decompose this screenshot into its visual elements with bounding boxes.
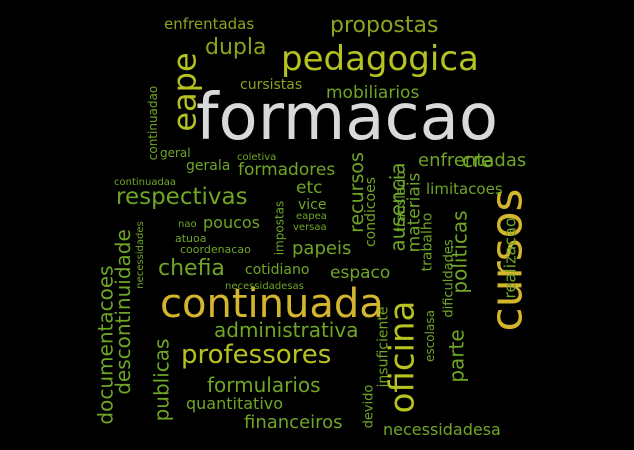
word-insuficiente: insuficiente bbox=[375, 306, 392, 388]
word-mobiliarios: mobiliarios bbox=[326, 83, 420, 103]
word-escolasa: escolasa bbox=[422, 310, 437, 362]
word-papeis: papeis bbox=[292, 238, 352, 259]
word-condicoes: condicoes bbox=[363, 176, 380, 248]
word-professores: professores bbox=[181, 340, 332, 370]
word-enfrentadas: enfrentadas bbox=[164, 15, 255, 33]
word-translado: translado bbox=[394, 170, 410, 233]
word-continuadao: continuadao bbox=[146, 85, 161, 161]
word-eapea: eapea bbox=[296, 211, 327, 222]
word-etc: etc bbox=[296, 178, 323, 198]
word-atas: enfrentadas bbox=[418, 150, 527, 171]
word-formularios: formularios bbox=[207, 373, 321, 397]
word-trabalho: trabalho bbox=[419, 212, 436, 272]
word-gerala: gerala bbox=[186, 158, 231, 174]
word-continuada: continuada bbox=[160, 281, 384, 327]
word-administrativa: administrativa bbox=[214, 318, 359, 342]
word-necessidadesas: necessidadesas bbox=[225, 281, 304, 292]
word-eape: eape bbox=[165, 52, 204, 132]
word-limitacoes: limitacoes bbox=[426, 180, 503, 198]
word-nao: nao bbox=[178, 219, 197, 230]
word-coordenacao: coordenacao bbox=[180, 243, 251, 256]
word-financeiros: financeiros bbox=[244, 412, 343, 433]
word-propostas: propostas bbox=[330, 13, 439, 38]
word-coletiva: coletiva bbox=[237, 152, 277, 163]
word-espaco: espaco bbox=[330, 263, 391, 283]
word-atuoa: atuoa bbox=[175, 232, 207, 245]
word-parte: parte bbox=[444, 329, 469, 383]
word-geral: geral bbox=[160, 146, 191, 160]
word-documentacoes: documentacoes bbox=[93, 265, 118, 425]
word-cre: cre bbox=[462, 148, 494, 172]
word-necessidadesa: necessidadesa bbox=[383, 420, 501, 439]
word-formacao: formacao bbox=[196, 81, 498, 155]
word-dificuldades: dificuldades bbox=[441, 239, 457, 318]
word-chefia: chefia bbox=[158, 256, 225, 281]
word-pedagogica: pedagogica bbox=[281, 39, 479, 79]
word-poucos: poucos bbox=[203, 213, 261, 232]
word-publicas: publicas bbox=[149, 338, 174, 422]
word-cursistas: cursistas bbox=[240, 77, 303, 93]
word-continuadaa: continuadaa bbox=[114, 177, 177, 188]
word-cotidiano: cotidiano bbox=[245, 262, 310, 278]
word-quantitativo: quantitativo bbox=[186, 394, 284, 413]
word-impostas: impostas bbox=[272, 200, 287, 256]
word-respectivas: respectivas bbox=[116, 184, 248, 210]
word-necessidades: necessidades bbox=[134, 221, 146, 289]
word-realizacao: realizacao bbox=[500, 217, 520, 299]
word-devido: devido bbox=[361, 384, 377, 429]
word-vice: vice bbox=[298, 197, 327, 213]
word-dupla: dupla bbox=[205, 35, 267, 60]
word-formadores: formadores bbox=[238, 160, 336, 180]
word-versaa: versaa bbox=[293, 222, 327, 233]
